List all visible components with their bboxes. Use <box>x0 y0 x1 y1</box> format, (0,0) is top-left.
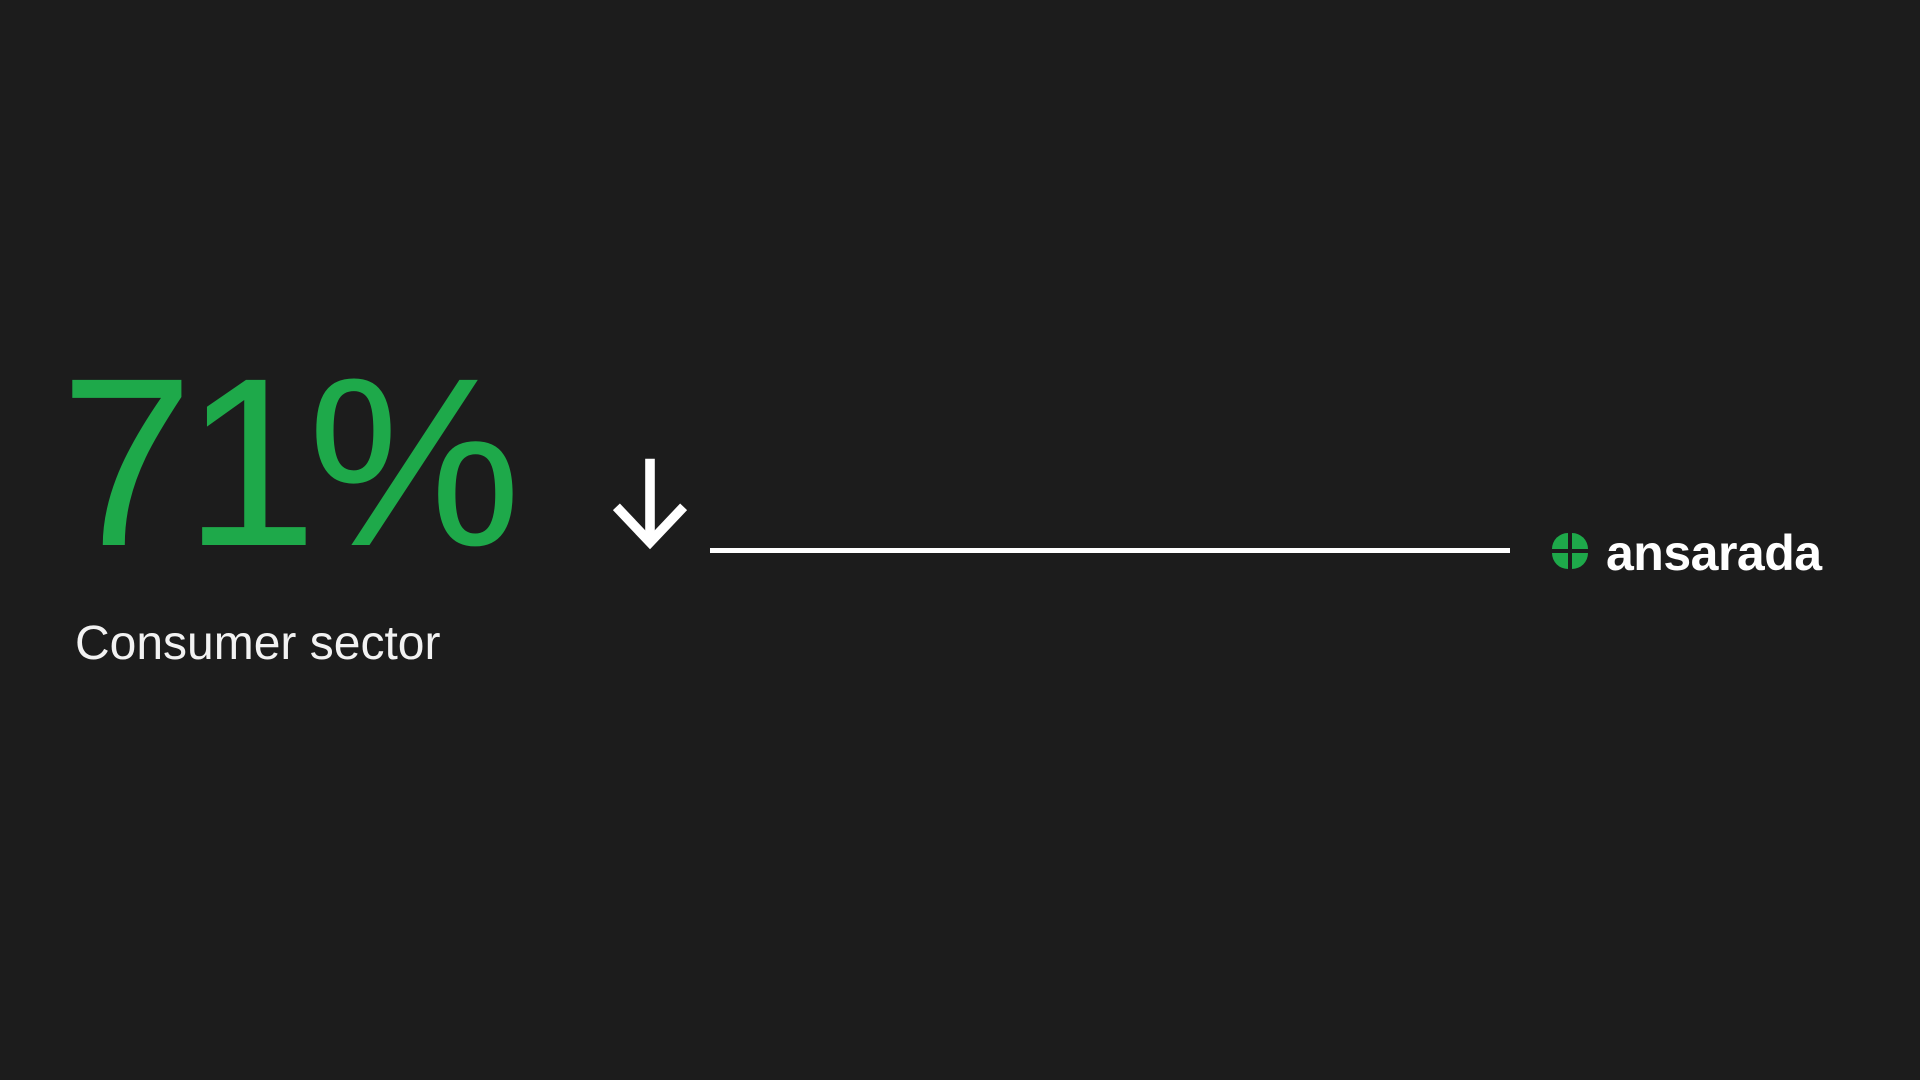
brand-logo-mark-icon <box>1550 531 1590 576</box>
horizontal-divider <box>710 548 1510 553</box>
arrow-down-icon <box>602 454 698 555</box>
brand-logo: ansarada <box>1550 524 1822 582</box>
brand-logo-text: ansarada <box>1606 524 1822 582</box>
arrow-down-svg <box>602 454 698 550</box>
infographic-stage: 71% Consumer sector ansarada <box>0 0 1920 1080</box>
stat-label: Consumer sector <box>75 616 440 671</box>
stat-value: 71% <box>60 360 512 564</box>
